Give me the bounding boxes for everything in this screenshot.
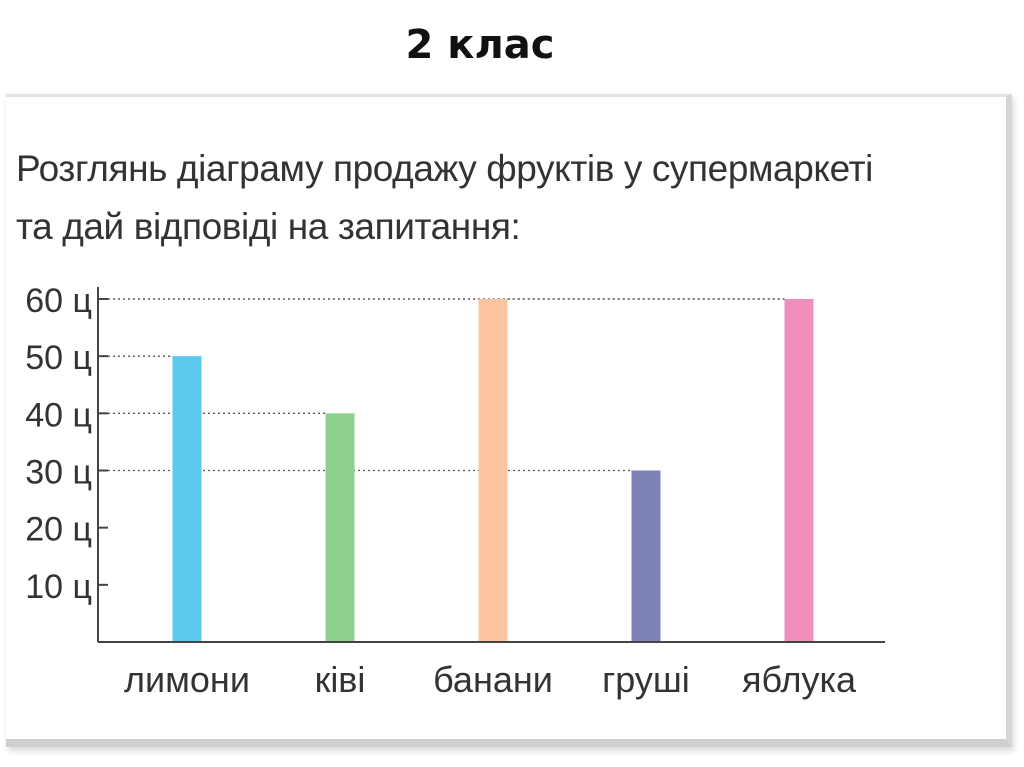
y-tick-label-10: 10 ц (25, 568, 92, 606)
task-prompt: Розглянь діаграму продажу фруктів у супе… (16, 140, 996, 256)
y-tick-label-40: 40 ц (25, 396, 92, 434)
task-prompt-line-1: Розглянь діаграму продажу фруктів у супе… (16, 148, 873, 189)
x-category-label-4: груші (602, 659, 690, 700)
x-category-label-5: яблука (742, 659, 857, 700)
page-title: 2 клас (405, 22, 555, 68)
x-category-label-1: лимони (124, 659, 250, 700)
bar-1 (172, 356, 202, 642)
bar-5 (784, 299, 814, 642)
bar-4 (631, 470, 661, 642)
task-prompt-line-2: та дай відповіді на запитання: (16, 206, 521, 247)
bar-3 (478, 299, 508, 642)
y-tick-label-50: 50 ц (25, 339, 92, 377)
y-tick-label-60: 60 ц (25, 282, 92, 320)
x-category-label-3: банани (433, 659, 553, 700)
x-category-label-2: ківі (315, 659, 366, 700)
y-tick-label-20: 20 ц (25, 511, 92, 549)
bar-2 (325, 413, 355, 642)
y-tick-label-30: 30 ц (25, 454, 92, 492)
